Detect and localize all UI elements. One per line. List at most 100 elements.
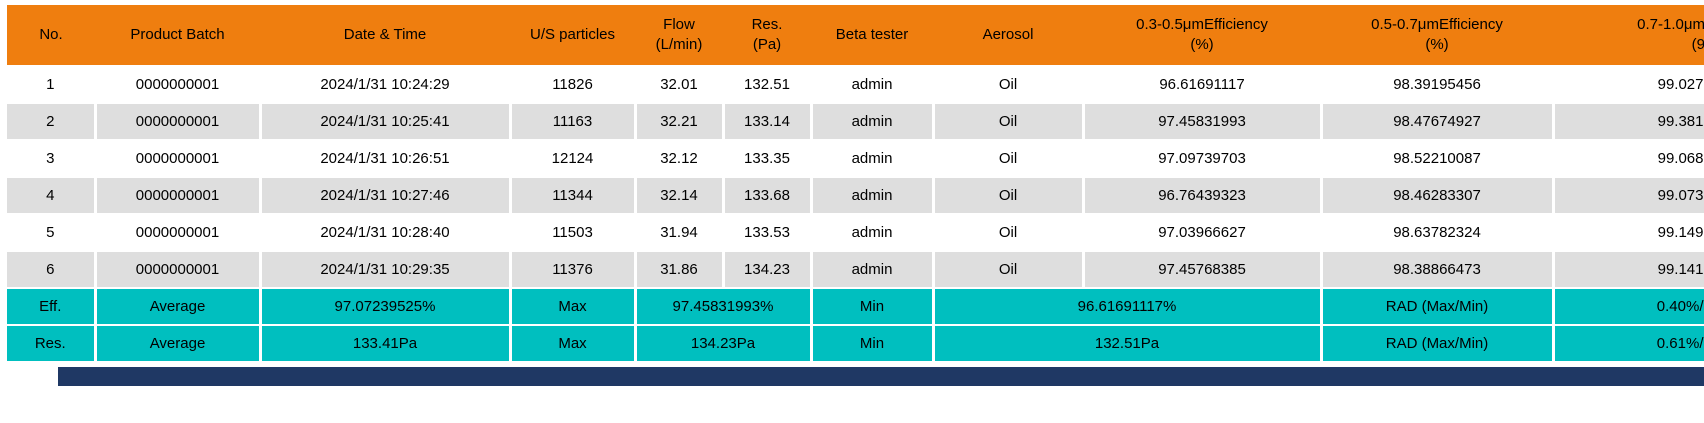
column-header-eff-07-10: 0.7-1.0μm (9 bbox=[1553, 5, 1704, 67]
cell-res: 133.14 bbox=[723, 103, 813, 141]
column-header-no: No. bbox=[7, 5, 95, 67]
cell-datetime: 2024/1/31 10:28:40 bbox=[260, 214, 512, 252]
results-table: No. Product Batch Date & Time U/S partic… bbox=[7, 5, 1704, 363]
cell-eff-03-05: 96.76439323 bbox=[1083, 177, 1323, 215]
cell-product-batch: 0000000001 bbox=[95, 103, 262, 141]
summary-max-value: 134.23Pa bbox=[635, 325, 813, 363]
cell-eff-03-05: 97.03966627 bbox=[1083, 214, 1323, 252]
cell-eff-03-05: 97.45831993 bbox=[1083, 103, 1323, 141]
cell-eff-07-10: 99.073 bbox=[1553, 177, 1704, 215]
summary-rad-value: 0.40%/ bbox=[1553, 288, 1704, 326]
cell-product-batch: 0000000001 bbox=[95, 177, 262, 215]
cell-datetime: 2024/1/31 10:25:41 bbox=[260, 103, 512, 141]
cell-flow: 32.14 bbox=[635, 177, 725, 215]
cell-datetime: 2024/1/31 10:27:46 bbox=[260, 177, 512, 215]
cell-product-batch: 0000000001 bbox=[95, 66, 262, 104]
cell-us-particles: 11503 bbox=[510, 214, 637, 252]
column-header-label: U/S particles bbox=[529, 26, 616, 43]
column-header-label: 0.7-1.0μm bbox=[1637, 16, 1704, 33]
summary-average-label: Average bbox=[95, 325, 262, 363]
column-header-eff-05-07: 0.5-0.7μmEfficiency (%) bbox=[1321, 5, 1553, 67]
column-header-eff-03-05: 0.3-0.5μmEfficiency (%) bbox=[1083, 5, 1321, 67]
cell-eff-03-05: 97.45768385 bbox=[1083, 251, 1323, 289]
cell-eff-05-07: 98.52210087 bbox=[1321, 140, 1555, 178]
cell-no: 4 bbox=[7, 177, 97, 215]
cell-eff-07-10: 99.068 bbox=[1553, 140, 1704, 178]
header-row: No. Product Batch Date & Time U/S partic… bbox=[7, 5, 1704, 67]
cell-flow: 32.12 bbox=[635, 140, 725, 178]
table-row[interactable]: 6 0000000001 2024/1/31 10:29:35 11376 31… bbox=[7, 251, 1704, 289]
summary-min-label: Min bbox=[811, 325, 935, 363]
column-header-aerosol: Aerosol bbox=[933, 5, 1083, 67]
cell-datetime: 2024/1/31 10:29:35 bbox=[260, 251, 512, 289]
column-header-label: Aerosol bbox=[982, 26, 1034, 43]
column-header-label: Product Batch bbox=[130, 26, 225, 43]
table-row[interactable]: 3 0000000001 2024/1/31 10:26:51 12124 32… bbox=[7, 140, 1704, 178]
summary-max-value: 97.45831993% bbox=[635, 288, 813, 326]
summary-average-label: Average bbox=[95, 288, 262, 326]
cell-product-batch: 0000000001 bbox=[95, 251, 262, 289]
cell-no: 1 bbox=[7, 66, 97, 104]
column-header-datetime: Date & Time bbox=[260, 5, 510, 67]
cell-us-particles: 12124 bbox=[510, 140, 637, 178]
summary-rad-label: RAD (Max/Min) bbox=[1321, 325, 1555, 363]
summary-average-value: 133.41Pa bbox=[260, 325, 512, 363]
column-header-label: Flow bbox=[663, 16, 695, 33]
summary-rad-value: 0.61%/ bbox=[1553, 325, 1704, 363]
table-row[interactable]: 5 0000000001 2024/1/31 10:28:40 11503 31… bbox=[7, 214, 1704, 252]
summary-max-label: Max bbox=[510, 288, 637, 326]
cell-aerosol: Oil bbox=[933, 140, 1085, 178]
cell-flow: 32.21 bbox=[635, 103, 725, 141]
cell-res: 134.23 bbox=[723, 251, 813, 289]
cell-eff-07-10: 99.027 bbox=[1553, 66, 1704, 104]
cell-us-particles: 11163 bbox=[510, 103, 637, 141]
cell-no: 2 bbox=[7, 103, 97, 141]
cell-flow: 31.94 bbox=[635, 214, 725, 252]
summary-rad-label: RAD (Max/Min) bbox=[1321, 288, 1555, 326]
column-header-label: Date & Time bbox=[343, 26, 427, 43]
cell-eff-07-10: 99.381 bbox=[1553, 103, 1704, 141]
cell-no: 5 bbox=[7, 214, 97, 252]
horizontal-scrollbar-thumb[interactable] bbox=[58, 367, 1704, 386]
cell-flow: 31.86 bbox=[635, 251, 725, 289]
cell-aerosol: Oil bbox=[933, 251, 1085, 289]
cell-aerosol: Oil bbox=[933, 177, 1085, 215]
table-row[interactable]: 4 0000000001 2024/1/31 10:27:46 11344 32… bbox=[7, 177, 1704, 215]
summary-min-label: Min bbox=[811, 288, 935, 326]
cell-beta-tester: admin bbox=[811, 103, 935, 141]
cell-beta-tester: admin bbox=[811, 140, 935, 178]
column-header-label: No. bbox=[39, 26, 63, 43]
summary-max-label: Max bbox=[510, 325, 637, 363]
column-header-res: Res. (Pa) bbox=[723, 5, 811, 67]
cell-beta-tester: admin bbox=[811, 66, 935, 104]
cell-datetime: 2024/1/31 10:26:51 bbox=[260, 140, 512, 178]
summary-average-value: 97.07239525% bbox=[260, 288, 512, 326]
column-header-us-particles: U/S particles bbox=[510, 5, 635, 67]
cell-eff-07-10: 99.141 bbox=[1553, 251, 1704, 289]
cell-eff-07-10: 99.149 bbox=[1553, 214, 1704, 252]
column-header-beta-tester: Beta tester bbox=[811, 5, 933, 67]
cell-no: 6 bbox=[7, 251, 97, 289]
table-row[interactable]: 2 0000000001 2024/1/31 10:25:41 11163 32… bbox=[7, 103, 1704, 141]
cell-beta-tester: admin bbox=[811, 214, 935, 252]
column-header-label: 0.5-0.7μmEfficiency bbox=[1371, 16, 1503, 33]
cell-eff-05-07: 98.46283307 bbox=[1321, 177, 1555, 215]
column-header-product-batch: Product Batch bbox=[95, 5, 260, 67]
cell-res: 132.51 bbox=[723, 66, 813, 104]
cell-eff-03-05: 96.61691117 bbox=[1083, 66, 1323, 104]
cell-eff-05-07: 98.39195456 bbox=[1321, 66, 1555, 104]
cell-eff-05-07: 98.47674927 bbox=[1321, 103, 1555, 141]
summary-min-value: 96.61691117% bbox=[933, 288, 1323, 326]
cell-aerosol: Oil bbox=[933, 214, 1085, 252]
cell-us-particles: 11826 bbox=[510, 66, 637, 104]
cell-aerosol: Oil bbox=[933, 66, 1085, 104]
summary-row-efficiency: Eff. Average 97.07239525% Max 97.4583199… bbox=[7, 288, 1704, 326]
cell-product-batch: 0000000001 bbox=[95, 140, 262, 178]
cell-eff-03-05: 97.09739703 bbox=[1083, 140, 1323, 178]
cell-eff-05-07: 98.38866473 bbox=[1321, 251, 1555, 289]
table-row[interactable]: 1 0000000001 2024/1/31 10:24:29 11826 32… bbox=[7, 66, 1704, 104]
cell-res: 133.68 bbox=[723, 177, 813, 215]
column-header-label: 0.3-0.5μmEfficiency bbox=[1136, 16, 1268, 33]
cell-eff-05-07: 98.63782324 bbox=[1321, 214, 1555, 252]
